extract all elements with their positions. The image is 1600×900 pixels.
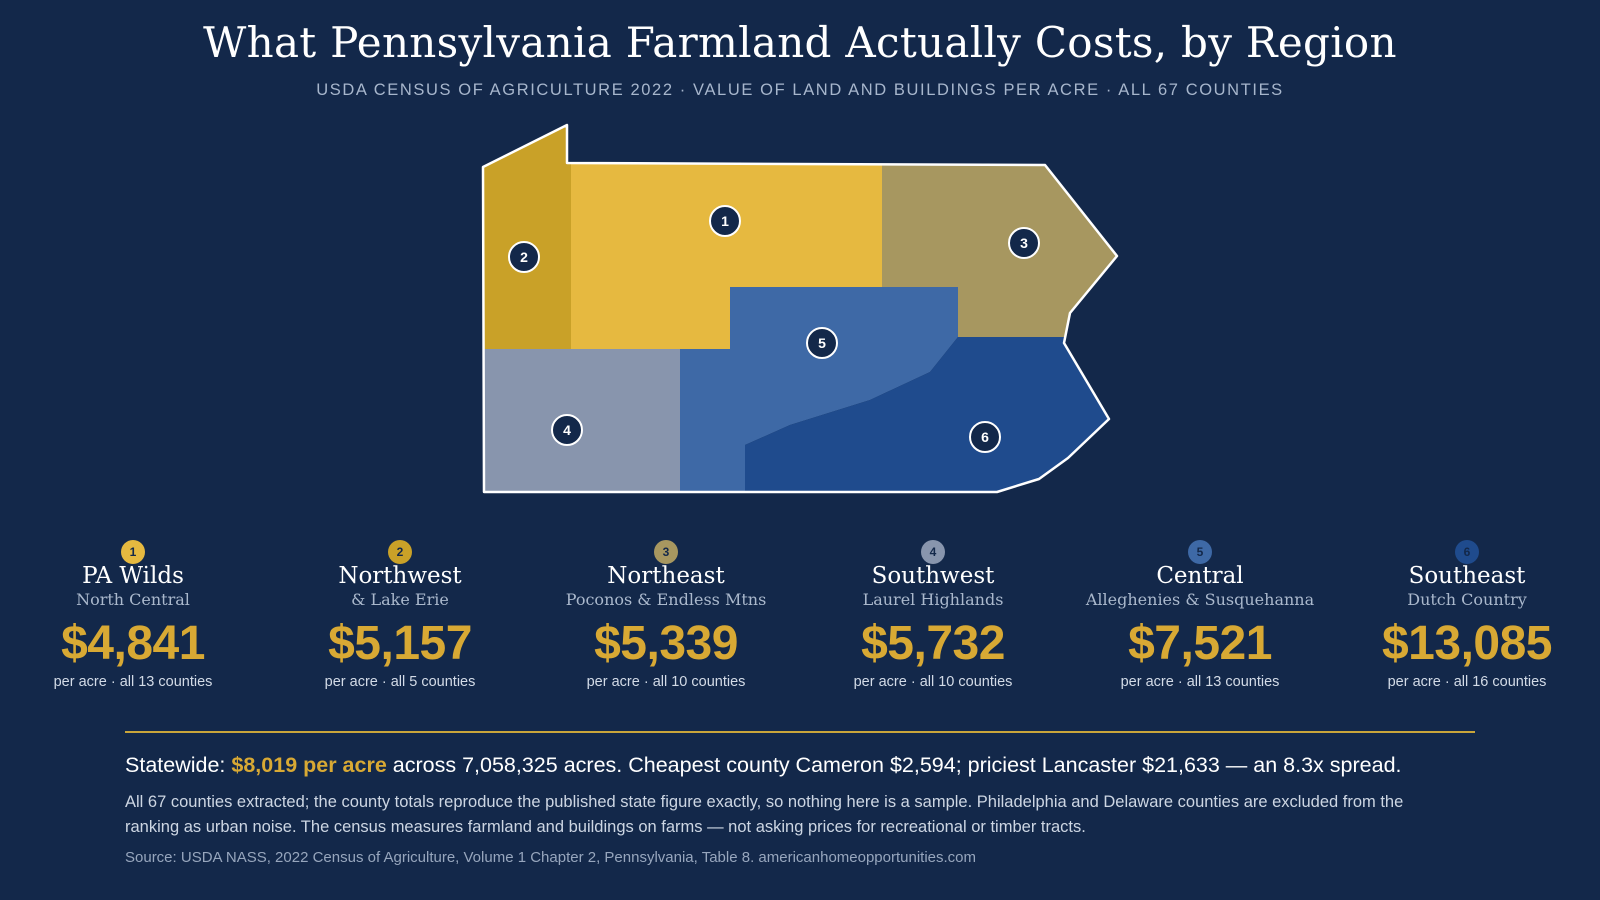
region-name: Central [1156, 563, 1244, 589]
region-marker-label: 5 [818, 335, 826, 351]
region-per-acre-note: per acre · all 10 counties [853, 674, 1013, 690]
page-subtitle: USDA CENSUS OF AGRICULTURE 2022 · VALUE … [316, 81, 1284, 99]
region-2-area[interactable] [470, 110, 572, 350]
region-number-badge: 6 [1455, 540, 1479, 564]
region-per-acre-note: per acre · all 16 counties [1387, 674, 1547, 690]
region-name: Northeast [607, 563, 725, 589]
region-card-northwest: 2 Northwest & Lake Erie $5,157 per acre … [250, 540, 550, 692]
region-per-acre-note: per acre · all 5 counties [324, 674, 476, 690]
state-outline [481, 123, 1119, 494]
region-subname: Poconos & Endless Mtns [565, 590, 767, 609]
statewide-price: $8,019 per acre [231, 753, 387, 777]
region-marker-label: 1 [721, 213, 729, 229]
page-title: What Pennsylvania Farmland Actually Cost… [203, 18, 1397, 67]
region-subname: & Lake Erie [351, 590, 449, 609]
methodology-note: All 67 counties extracted; the county to… [125, 793, 1404, 836]
region-marker-label: 4 [563, 422, 571, 438]
region-number-badge: 1 [121, 540, 145, 564]
statewide-detail: across 7,058,325 acres. Cheapest county … [392, 753, 1402, 777]
region-5-area[interactable] [680, 287, 958, 500]
region-per-acre-note: per acre · all 13 counties [53, 674, 213, 690]
region-summary-row: 1 PA Wilds North Central $4,841 per acre… [0, 540, 1600, 690]
region-6-area[interactable] [745, 337, 1130, 500]
region-subname: Laurel Highlands [862, 590, 1004, 609]
region-marker-1[interactable]: 1 [709, 205, 741, 237]
pennsylvania-region-map: 1 2 3 4 5 6 [470, 110, 1130, 500]
statewide-label: Statewide: [125, 753, 226, 777]
region-marker-2[interactable]: 2 [508, 241, 540, 273]
region-marker-label: 6 [981, 429, 989, 445]
region-marker-5[interactable]: 5 [806, 327, 838, 359]
region-name: Northwest [338, 563, 462, 589]
region-price: $7,521 [1128, 617, 1272, 670]
region-marker-label: 2 [520, 249, 528, 265]
region-per-acre-note: per acre · all 13 counties [1120, 674, 1280, 690]
region-price: $13,085 [1381, 617, 1553, 670]
region-name: Southeast [1408, 563, 1526, 589]
region-4-area[interactable] [470, 349, 680, 499]
region-name: Southwest [871, 563, 995, 589]
region-price: $5,157 [328, 617, 472, 670]
region-marker-3[interactable]: 3 [1008, 227, 1040, 259]
region-price: $5,732 [861, 617, 1005, 670]
region-price: $4,841 [61, 617, 205, 670]
region-marker-label: 3 [1020, 235, 1028, 251]
region-subname: Alleghenies & Susquehanna [1085, 590, 1315, 609]
region-name: PA Wilds [82, 563, 184, 589]
region-number-badge: 2 [388, 540, 412, 564]
region-card-southwest: 4 Southwest Laurel Highlands $5,732 per … [783, 540, 1083, 692]
region-per-acre-note: per acre · all 10 counties [586, 674, 746, 690]
source-citation: Source: USDA NASS, 2022 Census of Agricu… [125, 849, 977, 866]
region-subname: North Central [76, 590, 190, 609]
region-card-southeast: 6 Southeast Dutch Country $13,085 per ac… [1317, 540, 1600, 692]
region-card-northeast: 3 Northeast Poconos & Endless Mtns $5,33… [516, 540, 816, 692]
region-subname: Dutch Country [1407, 590, 1527, 609]
region-card-pa-wilds: 1 PA Wilds North Central $4,841 per acre… [0, 540, 283, 692]
statewide-summary: Statewide: $8,019 per acre across 7,058,… [125, 753, 1525, 778]
region-number-badge: 3 [654, 540, 678, 564]
region-price: $5,339 [594, 617, 738, 670]
section-divider [125, 731, 1475, 733]
region-number-badge: 4 [921, 540, 945, 564]
region-card-central: 5 Central Alleghenies & Susquehanna $7,5… [1050, 540, 1350, 692]
region-number-badge: 5 [1188, 540, 1212, 564]
region-marker-6[interactable]: 6 [969, 421, 1001, 453]
region-marker-4[interactable]: 4 [551, 414, 583, 446]
